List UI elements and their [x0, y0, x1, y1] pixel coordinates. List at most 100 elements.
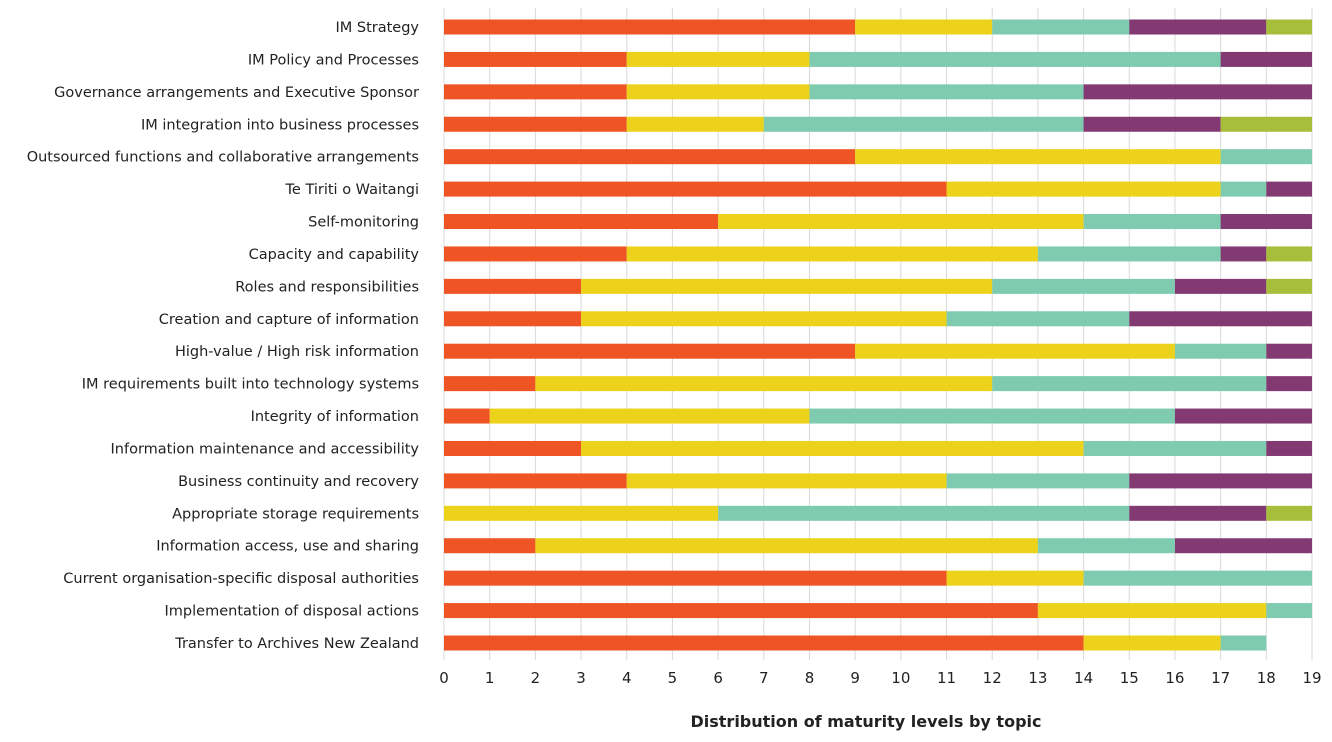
bar-segment-level-1 — [444, 246, 627, 262]
bar-segment-level-4 — [1220, 51, 1312, 67]
bar-segment-level-2 — [626, 246, 1038, 262]
bar-segment-level-3 — [1220, 149, 1312, 165]
bars — [444, 19, 1312, 651]
x-tick-label: 6 — [713, 669, 723, 687]
bar-segment-level-4 — [1266, 343, 1312, 359]
x-tick-label: 16 — [1165, 669, 1184, 687]
x-tick-label: 5 — [668, 669, 678, 687]
bar-segment-level-3 — [763, 116, 1084, 132]
x-tick-label: 4 — [622, 669, 632, 687]
bar-segment-level-5 — [1266, 19, 1312, 35]
x-tick-label: 0 — [439, 669, 449, 687]
category-label: Self-monitoring — [308, 215, 419, 231]
bar-segment-level-1 — [444, 440, 582, 456]
category-label: IM integration into business processes — [141, 117, 419, 133]
bar-segment-level-3 — [1174, 343, 1267, 359]
bar-segment-level-2 — [626, 84, 810, 100]
x-tick-label: 12 — [983, 669, 1002, 687]
bar-segment-level-4 — [1174, 408, 1312, 424]
x-tick-label: 15 — [1120, 669, 1139, 687]
bar-segment-level-4 — [1266, 376, 1312, 392]
bar-segment-level-4 — [1083, 116, 1221, 132]
category-label: Roles and responsibilities — [235, 279, 419, 295]
bar-segment-level-3 — [1037, 246, 1221, 262]
bar-segment-level-3 — [992, 278, 1175, 294]
bar-segment-level-2 — [1083, 635, 1221, 651]
x-tick-label: 11 — [937, 669, 956, 687]
x-axis-label: Distribution of maturity levels by topic — [690, 712, 1041, 731]
bar-segment-level-1 — [444, 538, 536, 554]
category-label: Business continuity and recovery — [178, 474, 419, 490]
x-tick-label: 9 — [850, 669, 860, 687]
category-label: Te Tiriti o Waitangi — [285, 182, 419, 198]
category-label: IM requirements built into technology sy… — [82, 377, 419, 393]
category-label: Implementation of disposal actions — [165, 604, 419, 620]
bar-segment-level-3 — [809, 408, 1175, 424]
bar-segment-level-4 — [1266, 440, 1312, 456]
bar-segment-level-4 — [1129, 19, 1267, 35]
x-tick-label: 14 — [1074, 669, 1093, 687]
x-tick-label: 13 — [1028, 669, 1047, 687]
bar-segment-level-1 — [444, 343, 856, 359]
x-tick-label: 3 — [576, 669, 586, 687]
bar-segment-level-2 — [535, 538, 1038, 554]
category-label: Information maintenance and accessibilit… — [111, 441, 420, 457]
bar-segment-level-4 — [1129, 473, 1312, 489]
category-labels: IM Strategy IM Policy and Processes Govern… — [27, 20, 420, 652]
bar-segment-level-1 — [444, 473, 627, 489]
bar-segment-level-2 — [489, 408, 810, 424]
bar-segment-level-3 — [809, 84, 1084, 100]
category-label: Appropriate storage requirements — [172, 506, 419, 522]
x-tick-label: 17 — [1211, 669, 1230, 687]
bar-segment-level-2 — [626, 51, 810, 67]
bar-segment-level-2 — [855, 343, 1175, 359]
bar-segment-level-3 — [946, 473, 1130, 489]
bar-segment-level-1 — [444, 570, 947, 586]
bar-segment-level-5 — [1266, 505, 1312, 521]
category-label: Creation and capture of information — [159, 312, 419, 328]
bar-segment-level-2 — [718, 214, 1084, 230]
bar-segment-level-1 — [444, 214, 719, 230]
x-tick-label: 19 — [1302, 669, 1321, 687]
x-tick-label: 10 — [891, 669, 910, 687]
bar-segment-level-3 — [718, 505, 1130, 521]
bar-segment-level-5 — [1220, 116, 1312, 132]
category-label: Current organisation-specific disposal a… — [63, 571, 419, 587]
bar-segment-level-2 — [581, 278, 993, 294]
bar-segment-level-1 — [444, 376, 536, 392]
bar-segment-level-3 — [1037, 538, 1175, 554]
bar-segment-level-4 — [1129, 505, 1267, 521]
bar-segment-level-1 — [444, 278, 582, 294]
bar-segment-level-1 — [444, 311, 582, 327]
x-tick-label: 7 — [759, 669, 769, 687]
bar-segment-level-1 — [444, 51, 627, 67]
bar-segment-level-2 — [581, 440, 1084, 456]
bar-segment-level-2 — [535, 376, 993, 392]
bar-segment-level-4 — [1220, 246, 1267, 262]
bar-segment-level-2 — [946, 570, 1084, 586]
bar-segment-level-1 — [444, 116, 627, 132]
bar-segment-level-2 — [946, 181, 1221, 197]
bar-segment-level-3 — [946, 311, 1130, 327]
x-tick-label: 8 — [805, 669, 815, 687]
category-label: High-value / High risk information — [175, 344, 419, 360]
category-label: Transfer to Archives New Zealand — [174, 636, 419, 652]
category-label: IM Strategy — [335, 20, 419, 36]
x-tick-label: 18 — [1257, 669, 1276, 687]
bar-segment-level-4 — [1220, 214, 1312, 230]
category-label: Integrity of information — [251, 409, 419, 425]
bar-segment-level-2 — [626, 116, 764, 132]
gridlines — [443, 8, 1313, 660]
bar-segment-level-3 — [992, 19, 1130, 35]
bar-segment-level-4 — [1266, 181, 1312, 197]
bar-segment-level-4 — [1174, 278, 1267, 294]
bar-segment-level-5 — [1266, 246, 1312, 262]
bar-segment-level-3 — [1266, 603, 1312, 619]
x-tick-label: 1 — [485, 669, 495, 687]
category-label: Information access, use and sharing — [156, 539, 419, 555]
bar-segment-level-3 — [1083, 214, 1221, 230]
bar-segment-level-3 — [1220, 181, 1267, 197]
x-tick-labels: 0 1 2 3 4 5 6 7 8 9 10 11 12 13 14 15 16 17 18 19 — [439, 669, 1321, 687]
bar-segment-level-2 — [626, 473, 947, 489]
